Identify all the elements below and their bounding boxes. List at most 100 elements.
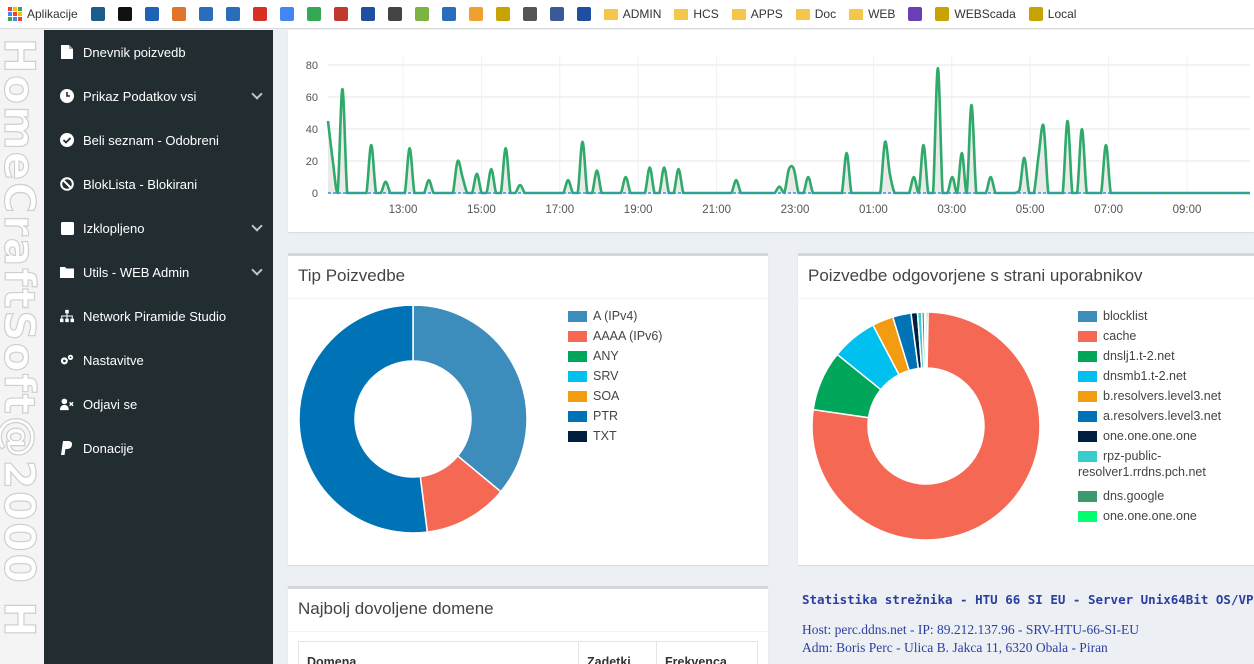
bookmark-local[interactable]: Local — [1028, 7, 1076, 21]
legend-item[interactable]: dnsmb1.t-2.net — [1078, 368, 1253, 388]
sidebar-item-dnevnik-poizvedb[interactable]: Dnevnik poizvedb — [44, 30, 273, 74]
legend-item[interactable]: AAAA (IPv6) — [568, 328, 662, 348]
bookmark-web[interactable]: WEB — [849, 7, 895, 21]
ban-icon — [60, 177, 74, 191]
legend-label: a.resolvers.level3.net — [1103, 409, 1222, 423]
bookmark-gear[interactable] — [198, 7, 213, 21]
legend-swatch — [1078, 331, 1097, 342]
bookmark-doc[interactable]: Doc — [795, 7, 836, 21]
bookmark-network[interactable] — [441, 7, 456, 21]
sidebar: Dnevnik poizvedb Prikaz Podatkov vsi Beli … — [44, 30, 273, 664]
sidebar-item-beli-seznam-odobreni[interactable]: Beli seznam - Odobreni — [44, 118, 273, 162]
x-tick-label: 01:00 — [859, 204, 888, 216]
legend-item[interactable]: one.one.one.one — [1078, 508, 1253, 528]
bookmark-gmail[interactable] — [252, 7, 267, 21]
bookmark-webscada[interactable]: WEBScada — [935, 7, 1016, 21]
x-tick-label: 07:00 — [1094, 204, 1123, 216]
panel-divider — [798, 298, 1254, 299]
sidebar-item-network-piramide-studio[interactable]: Network Piramide Studio — [44, 294, 273, 338]
sidebar-item-bloklista-blokirani[interactable]: BlokLista - Blokirani — [44, 162, 273, 206]
bookmark-puzzle[interactable] — [225, 7, 240, 21]
bookmark-admin[interactable]: ADMIN — [603, 7, 661, 21]
bookmark-speedometer[interactable] — [387, 7, 402, 21]
sidebar-item-donacije[interactable]: Donacije — [44, 426, 273, 470]
query-types-title: Tip Poizvedbe — [298, 266, 406, 285]
series-line[interactable] — [326, 66, 1250, 195]
legend-swatch — [568, 331, 587, 342]
x-tick-label: 09:00 — [1173, 204, 1202, 216]
triangle-icon — [1028, 7, 1043, 21]
col-hits-header[interactable]: Zadetki — [578, 641, 657, 664]
bookmark-sigma[interactable] — [576, 7, 591, 21]
bookmark-label: WEBScada — [954, 7, 1016, 21]
user-times-icon — [60, 397, 74, 411]
bookmark-circle-dark[interactable] — [522, 7, 537, 21]
facebook-icon — [549, 7, 564, 21]
panel-divider — [288, 631, 768, 632]
legend-item[interactable]: dnslj1.t-2.net — [1078, 348, 1253, 368]
legend-label: PTR — [593, 409, 618, 423]
translate-icon — [279, 7, 294, 21]
legend-item[interactable]: SOA — [568, 388, 662, 408]
sidebar-item-izklopljeno[interactable]: Izklopljeno — [44, 206, 273, 250]
legend-item[interactable]: blocklist — [1078, 308, 1253, 328]
bookmark-hcs[interactable]: HCS — [674, 7, 719, 21]
apps-grid-icon — [8, 7, 22, 21]
sidebar-item-label: Beli seznam - Odobreni — [83, 132, 219, 148]
sidebar-item-prikaz-podatkov-vsi[interactable]: Prikaz Podatkov vsi — [44, 74, 273, 118]
slice-cache[interactable] — [811, 311, 1041, 541]
bookmark-news[interactable] — [333, 7, 348, 21]
bookmark-apps[interactable]: APPS — [731, 7, 783, 21]
bookmark-ip-logo[interactable] — [117, 7, 132, 21]
col-frequency-header[interactable]: Frekvenca — [656, 641, 758, 664]
circle-logo-icon — [171, 7, 186, 21]
legend-item[interactable]: SRV — [568, 368, 662, 388]
bookmark-translate[interactable] — [279, 7, 294, 21]
speedometer-icon — [387, 7, 402, 21]
sidebar-item-utils-web-admin[interactable]: Utils - WEB Admin — [44, 250, 273, 294]
clock-icon — [60, 89, 74, 103]
news-icon — [333, 7, 348, 21]
legend-swatch — [1078, 511, 1097, 522]
bookmark-wifi-signal[interactable] — [144, 7, 159, 21]
bookmark-drive[interactable] — [306, 7, 321, 21]
legend-item[interactable]: ANY — [568, 348, 662, 368]
legend-item[interactable]: a.resolvers.level3.net — [1078, 408, 1253, 428]
legend-item[interactable]: cache — [1078, 328, 1253, 348]
col-domain-header[interactable]: Domena — [298, 641, 579, 664]
triangle-icon — [935, 7, 950, 21]
bookmark-triangle[interactable] — [495, 7, 510, 21]
server-stats-title: Statistika strežnika - HTU 66 SI EU - Se… — [802, 592, 1254, 607]
legend-label: b.resolvers.level3.net — [1103, 389, 1222, 403]
sidebar-item-label: Odjavi se — [83, 396, 138, 412]
y-tick-label: 60 — [306, 92, 318, 104]
legend-item[interactable]: TXT — [568, 428, 662, 448]
legend-item[interactable]: A (IPv4) — [568, 308, 662, 328]
square-icon — [60, 221, 74, 235]
slice-one-one-one-one[interactable] — [923, 311, 927, 369]
bookmark-facebook[interactable] — [549, 7, 564, 21]
legend-item[interactable]: one.one.one.one — [1078, 428, 1253, 448]
bookmark-pma[interactable] — [468, 7, 483, 21]
legend-item[interactable]: dns.google — [1078, 488, 1253, 508]
x-tick-label: 03:00 — [937, 204, 966, 216]
legend-label: AAAA (IPv6) — [593, 329, 663, 343]
slice-ptr[interactable] — [298, 306, 429, 534]
legend-item[interactable]: b.resolvers.level3.net — [1078, 388, 1253, 408]
legend-swatch — [1078, 431, 1097, 442]
legend-swatch — [568, 351, 587, 362]
sigma-icon — [576, 7, 591, 21]
bookmark-u-logo[interactable] — [90, 7, 105, 21]
bookmark-aplikacije[interactable]: Aplikacije — [8, 7, 78, 21]
sidebar-item-odjavi-se[interactable]: Odjavi se — [44, 382, 273, 426]
sidebar-item-label: Utils - WEB Admin — [83, 264, 190, 280]
sidebar-item-nastavitve[interactable]: Nastavitve — [44, 338, 273, 382]
bookmark-recycle[interactable] — [414, 7, 429, 21]
network-icon — [441, 7, 456, 21]
legend-item[interactable]: rpz-public-resolver1.rrdns.pch.net — [1078, 448, 1253, 488]
slice-a-ipv4-[interactable] — [412, 306, 528, 493]
legend-item[interactable]: PTR — [568, 408, 662, 428]
bookmark-circle-logo[interactable] — [171, 7, 186, 21]
bookmark-infinity[interactable] — [908, 7, 923, 21]
bookmark-ip-blue[interactable] — [360, 7, 375, 21]
